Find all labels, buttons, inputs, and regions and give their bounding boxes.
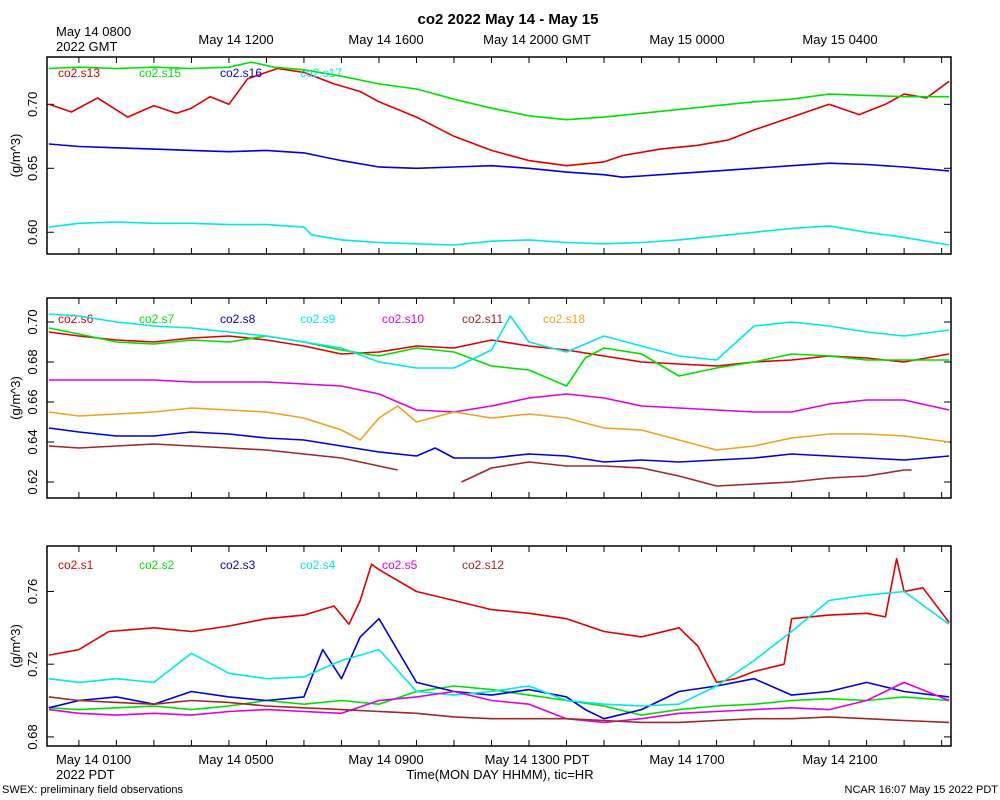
y-tick-label: 0.65 [25,156,40,181]
series-line-co2.s12 [48,696,950,724]
y-tick-label: 0.64 [25,429,40,454]
bottom-axis-label: May 14 0500 [198,752,273,767]
series-line-co2.s5 [48,681,950,724]
y-axis-label: (g/m^3) [8,624,23,668]
series-line-co2.s11 [48,443,912,487]
legend-co2.s11: co2.s11 [462,312,503,326]
chart-title: co2 2022 May 14 - May 15 [418,11,599,28]
panel-3: 0.68 0.72 0.76 (g/m^3) co2.s1 co2.s2 co2.s3 co2… [8,545,952,750]
series-line-co2.s6 [48,331,950,367]
series-line-co2.s18 [48,405,950,451]
panel-frame [46,545,952,747]
footer-left: SWEX: preliminary field observations [2,784,183,796]
y-axis-label: (g/m^3) [8,134,23,178]
top-axis-label: May 15 0400 [802,32,877,47]
y-tick-label: 0.68 [25,724,40,749]
legend-co2.s15: co2.s15 [139,66,181,80]
y-tick-label: 0.62 [25,469,40,494]
legend-co2.s8: co2.s8 [220,312,256,326]
panel-frame [46,56,952,255]
legend-co2.s2: co2.s2 [139,558,175,572]
panel-frame [46,297,952,499]
legend-co2.s17: co2.s17 [300,66,342,80]
series-line-co2.s1 [48,557,950,684]
bottom-axis-label: May 14 2100 [802,752,877,767]
legend-co2.s3: co2.s3 [220,558,256,572]
top-axis-label: May 14 1600 [348,32,423,47]
legend-co2.s1: co2.s1 [58,558,94,572]
series-line-co2.s13 [48,67,950,167]
y-tick-label: 0.68 [25,349,40,374]
series-line-co2.s16 [48,143,950,178]
legend-co2.s4: co2.s4 [300,558,336,572]
legend-co2.s16: co2.s16 [220,66,262,80]
series-line-co2.s2 [48,685,950,716]
legend-co2.s12: co2.s12 [462,558,504,572]
legend-co2.s18: co2.s18 [543,312,585,326]
series-line-co2.s4 [48,590,950,707]
series-line-co2.s17 [48,221,950,246]
y-axis-label: (g/m^3) [8,376,23,420]
legend-co2.s10: co2.s10 [382,312,424,326]
legend-co2.s13: co2.s13 [58,66,100,80]
y-tick-label: 0.70 [25,309,40,334]
y-tick-label: 0.72 [25,652,40,677]
series-line-co2.s3 [48,617,950,720]
bottom-axis-label: May 14 0900 [348,752,423,767]
y-tick-label: 0.76 [25,579,40,604]
top-axis-label: May 15 0000 [649,32,724,47]
legend-co2.s7: co2.s7 [139,312,175,326]
bottom-axis-corner-line1: May 14 0100 [56,752,131,767]
series-line-co2.s9 [48,313,950,369]
series-line-co2.s7 [48,327,950,387]
panel-1: 0.60 0.65 0.70 (g/m^3) co2.s13 co2.s15 co2.s16… [8,56,952,255]
y-tick-label: 0.70 [25,92,40,117]
panel-2: 0.62 0.64 0.66 0.68 0.70 (g/m^3) co2.s6 co2.s7 c… [8,297,952,499]
legend-co2.s9: co2.s9 [300,312,336,326]
top-axis-corner-line2: 2022 GMT [56,39,117,54]
bottom-axis-label: May 14 1300 PDT [485,752,590,767]
bottom-axis-corner-line2: 2022 PDT [56,767,115,782]
series-line-co2.s8 [48,427,950,463]
bottom-axis-label: May 14 1700 [649,752,724,767]
y-tick-label: 0.60 [25,220,40,245]
top-axis-corner-line1: May 14 0800 [56,24,131,39]
footer-right: NCAR 16:07 May 15 2022 PDT [845,784,999,796]
x-axis-label: Time(MON DAY HHMM), tic=HR [406,767,593,782]
top-axis-label: May 14 2000 GMT [483,32,591,47]
y-tick-label: 0.66 [25,389,40,414]
series-line-co2.s10 [48,379,950,413]
legend-co2.s5: co2.s5 [382,558,418,572]
series-line-co2.s15 [48,61,950,121]
legend-co2.s6: co2.s6 [58,312,94,326]
top-axis-label: May 14 1200 [198,32,273,47]
